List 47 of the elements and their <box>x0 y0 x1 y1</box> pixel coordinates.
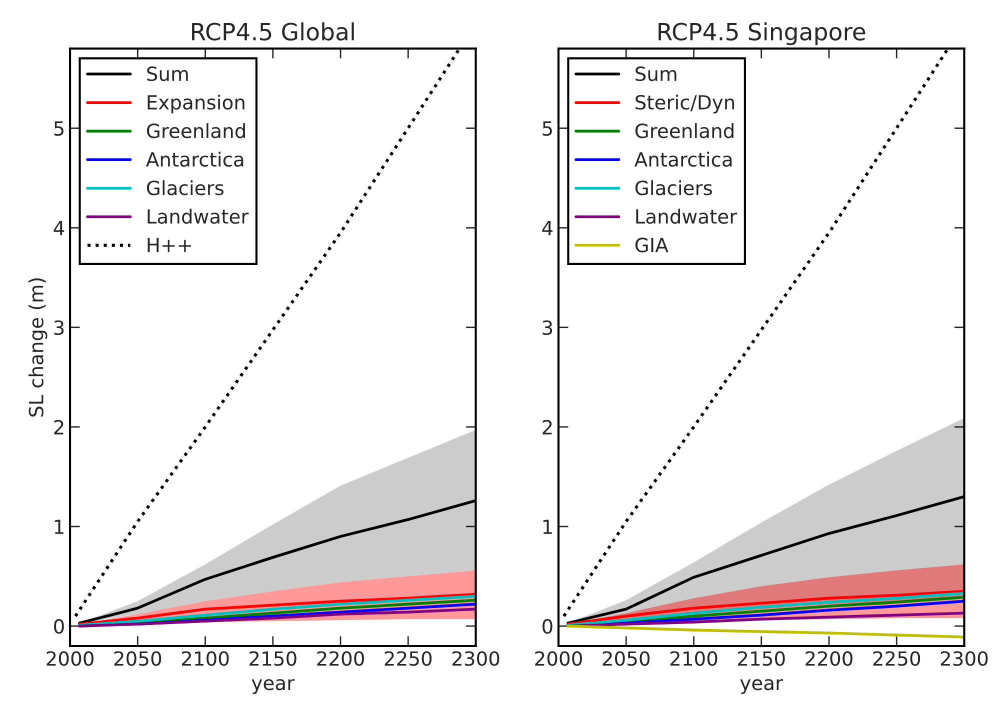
legend-label: Sum <box>147 66 188 82</box>
legend-label: H++ <box>148 238 192 252</box>
legend-label: Antarctica <box>634 152 732 167</box>
y-tick-label: 3 <box>542 320 552 336</box>
legend-label: Glaciers <box>146 180 224 196</box>
legend-label: Steric/Dyn <box>636 94 734 114</box>
y-tick-label: 5 <box>54 121 64 136</box>
legend-label: Expansion <box>148 94 244 114</box>
legend-label: Antarctica <box>146 152 244 167</box>
y-tick-label: 4 <box>542 221 553 236</box>
legend-label: Greenland <box>635 123 734 138</box>
y-tick-label: 0 <box>542 619 552 634</box>
legend-label: GIA <box>635 238 668 252</box>
legend-label: Landwater <box>148 208 249 224</box>
y-tick-label: 2 <box>54 420 64 434</box>
x-tick-label: 2000 <box>535 651 582 666</box>
y-tick-label: 5 <box>542 121 552 136</box>
x-tick-label: 2250 <box>873 651 920 666</box>
line-series <box>566 624 964 638</box>
x-tick-label: 2100 <box>182 651 229 666</box>
y-tick-label: 2 <box>542 420 552 434</box>
y-tick-label: 1 <box>543 520 552 534</box>
x-tick-label: 2200 <box>317 651 364 666</box>
legend-label: Greenland <box>146 123 245 138</box>
chart-title: RCP4.5 Singapore <box>658 22 866 46</box>
y-axis-title: SL change (m) <box>28 278 48 417</box>
y-tick-label: 3 <box>54 320 64 336</box>
x-tick-label: 2250 <box>384 651 432 666</box>
x-tick-label: 2300 <box>940 651 988 666</box>
y-tick-label: 1 <box>54 520 64 534</box>
x-tick-label: 2300 <box>452 651 500 666</box>
legend-label: Sum <box>636 66 676 82</box>
x-tick-label: 2150 <box>738 651 785 666</box>
x-tick-label: 2000 <box>46 651 94 666</box>
chart-title: RCP4.5 Global <box>192 22 354 41</box>
legend-label: Landwater <box>636 208 738 224</box>
y-tick-label: 4 <box>54 221 64 236</box>
x-axis-title: year <box>252 679 295 694</box>
x-tick-label: 2100 <box>670 651 718 666</box>
line-series <box>78 608 476 628</box>
x-tick-label: 2200 <box>806 651 852 666</box>
y-tick-label: 0 <box>54 619 64 634</box>
x-tick-label: 2150 <box>250 651 296 666</box>
x-tick-label: 2050 <box>114 651 162 666</box>
x-axis-title: year <box>740 679 784 694</box>
legend-label: Glaciers <box>635 180 712 196</box>
x-tick-label: 2050 <box>602 651 650 666</box>
